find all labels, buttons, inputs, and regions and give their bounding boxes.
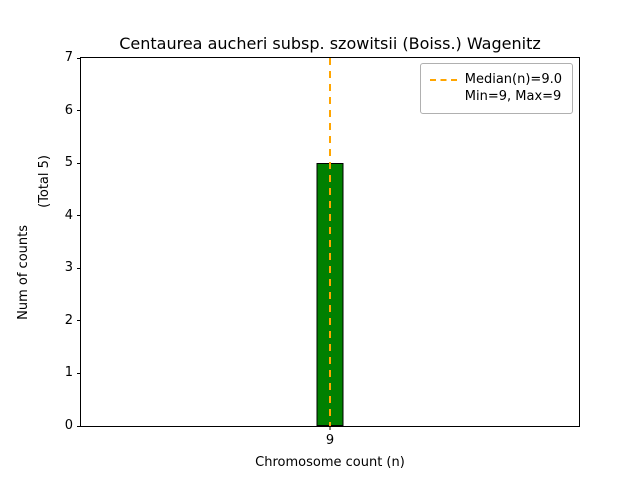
plot-area: 9 Median(n)=9.0 Min=9, Max=9 0 1 2 3 4 5 6 7: [65, 51, 580, 448]
y-axis-label: Num of counts: [16, 225, 31, 320]
legend-item-minmax: Min=9, Max=9: [430, 89, 562, 105]
chart-title: Centaurea aucheri subsp. szowitsii (Bois…: [119, 34, 541, 53]
y-tick-mark: [77, 425, 81, 427]
y-axis-note: (Total 5): [37, 155, 52, 208]
y-tick-label: 7: [64, 50, 73, 65]
y-tick-mark: [77, 162, 81, 164]
y-tick-label: 6: [64, 102, 73, 118]
y-tick-mark: [77, 267, 81, 269]
legend-label-median: Median(n)=9.0: [464, 72, 562, 87]
median-line: [329, 58, 331, 426]
x-axis-label: Chromosome count (n): [255, 455, 405, 470]
x-tick-label: 9: [325, 433, 335, 448]
y-tick-label: 4: [64, 207, 73, 223]
dashed-line-swatch-icon: [429, 79, 457, 81]
y-tick-mark: [77, 372, 81, 374]
y-tick-label: 1: [64, 365, 73, 381]
y-tick-mark: [77, 110, 81, 112]
y-tick-label: 0: [64, 418, 73, 433]
legend: Median(n)=9.0 Min=9, Max=9: [419, 63, 573, 114]
y-tick-mark: [77, 320, 81, 322]
legend-label-minmax: Min=9, Max=9: [464, 89, 562, 104]
legend-item-median: Median(n)=9.0: [429, 72, 562, 88]
y-tick-label: 5: [64, 155, 73, 171]
y-tick-mark: [77, 57, 81, 59]
x-tick-mark: [329, 426, 331, 430]
y-tick-label: 2: [64, 312, 73, 328]
y-tick-label: 3: [64, 260, 73, 276]
y-tick-mark: [77, 215, 81, 217]
